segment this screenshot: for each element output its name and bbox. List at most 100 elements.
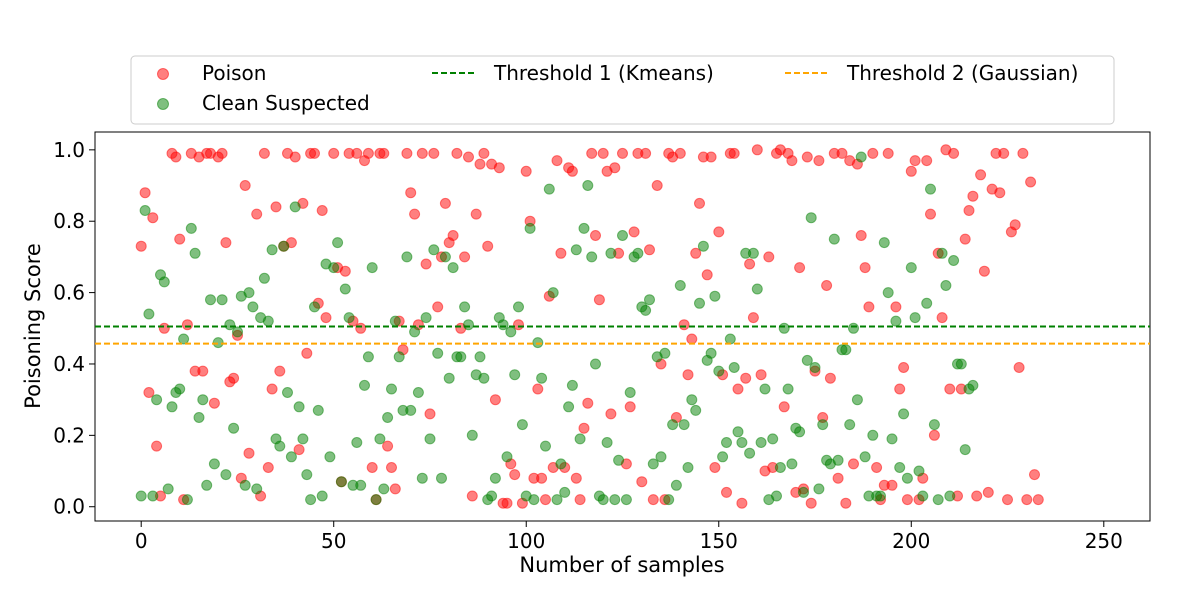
data-point <box>489 394 501 406</box>
data-point <box>574 494 586 506</box>
data-point <box>193 412 205 423</box>
y-axis-title: Poisoning Score <box>21 243 45 409</box>
data-point <box>694 197 705 209</box>
data-point <box>436 472 447 484</box>
y-tick-label: 1.0 <box>53 138 85 162</box>
data-point <box>251 208 263 220</box>
data-point <box>774 462 786 473</box>
data-point <box>921 297 933 309</box>
data-point <box>366 462 378 473</box>
data-point <box>717 451 729 463</box>
data-point <box>975 169 987 181</box>
data-point <box>424 433 436 445</box>
data-point <box>936 247 948 259</box>
data-point <box>597 494 609 506</box>
data-point <box>278 240 290 252</box>
points-layer <box>135 144 1044 509</box>
data-point <box>243 447 255 459</box>
data-point <box>174 233 186 245</box>
x-tick-label: 0 <box>135 529 148 553</box>
data-point <box>208 397 220 409</box>
data-point <box>936 312 948 324</box>
data-point <box>967 379 979 391</box>
data-point <box>1029 469 1040 481</box>
data-point <box>447 230 459 241</box>
data-point <box>443 372 455 384</box>
data-point <box>563 401 575 413</box>
data-point <box>328 147 340 159</box>
data-point <box>339 265 351 277</box>
data-point <box>489 472 501 484</box>
data-point <box>455 351 467 363</box>
data-point <box>798 486 809 498</box>
data-point <box>817 419 829 431</box>
data-point <box>605 247 617 259</box>
data-point <box>170 151 182 163</box>
data-point <box>855 151 867 163</box>
data-point <box>536 372 548 384</box>
data-point <box>971 490 983 502</box>
data-point <box>928 419 940 431</box>
data-point <box>293 401 305 413</box>
data-point <box>524 222 536 234</box>
data-point <box>274 440 286 452</box>
data-point <box>547 287 559 299</box>
data-point <box>582 397 594 409</box>
data-point <box>836 147 848 159</box>
data-point <box>740 372 752 384</box>
legend-label-threshold-1: Threshold 1 (Kmeans) <box>493 61 714 85</box>
legend-marker-poison <box>157 68 169 80</box>
data-point <box>840 497 852 509</box>
data-point <box>821 280 833 291</box>
y-tick-label: 0.4 <box>53 352 85 376</box>
data-point <box>466 429 478 441</box>
data-point <box>732 426 744 438</box>
legend-label-poison: Poison <box>202 61 266 85</box>
data-point <box>747 312 759 324</box>
data-point <box>386 462 397 473</box>
data-point <box>135 240 147 252</box>
data-point <box>670 479 682 491</box>
data-point <box>220 469 232 481</box>
data-point <box>228 422 240 434</box>
data-point <box>682 369 694 381</box>
data-point <box>898 408 910 420</box>
data-point <box>709 462 721 473</box>
data-point <box>778 401 790 413</box>
data-point <box>536 472 548 484</box>
legend: Poison Clean Suspected Threshold 1 (Kmea… <box>130 55 1115 125</box>
data-point <box>894 462 906 473</box>
data-point <box>324 451 336 463</box>
data-point <box>728 147 740 159</box>
data-point <box>335 476 347 488</box>
data-point <box>208 458 220 470</box>
data-point <box>786 458 798 470</box>
data-point <box>282 387 293 398</box>
y-tick-label: 0.8 <box>53 209 85 233</box>
data-point <box>416 147 428 159</box>
data-point <box>663 494 675 506</box>
data-point <box>886 479 898 491</box>
data-point <box>386 383 397 395</box>
data-point <box>266 383 278 395</box>
data-point <box>181 319 193 331</box>
data-point <box>647 494 659 506</box>
data-point <box>409 208 421 220</box>
x-tick-label: 200 <box>892 529 930 553</box>
legend-label-threshold-2: Threshold 2 (Gaussian) <box>846 61 1078 85</box>
y-tick-label: 0.6 <box>53 281 85 305</box>
data-point <box>794 426 806 438</box>
data-point <box>428 244 440 256</box>
data-point <box>647 458 659 470</box>
data-point <box>401 147 413 159</box>
data-point <box>416 472 428 484</box>
data-point <box>351 147 363 159</box>
data-point <box>216 147 228 159</box>
data-point <box>763 251 775 263</box>
data-point <box>362 147 374 159</box>
data-point <box>201 479 213 491</box>
data-point <box>586 147 598 159</box>
data-point <box>832 454 844 466</box>
data-point <box>659 347 671 359</box>
